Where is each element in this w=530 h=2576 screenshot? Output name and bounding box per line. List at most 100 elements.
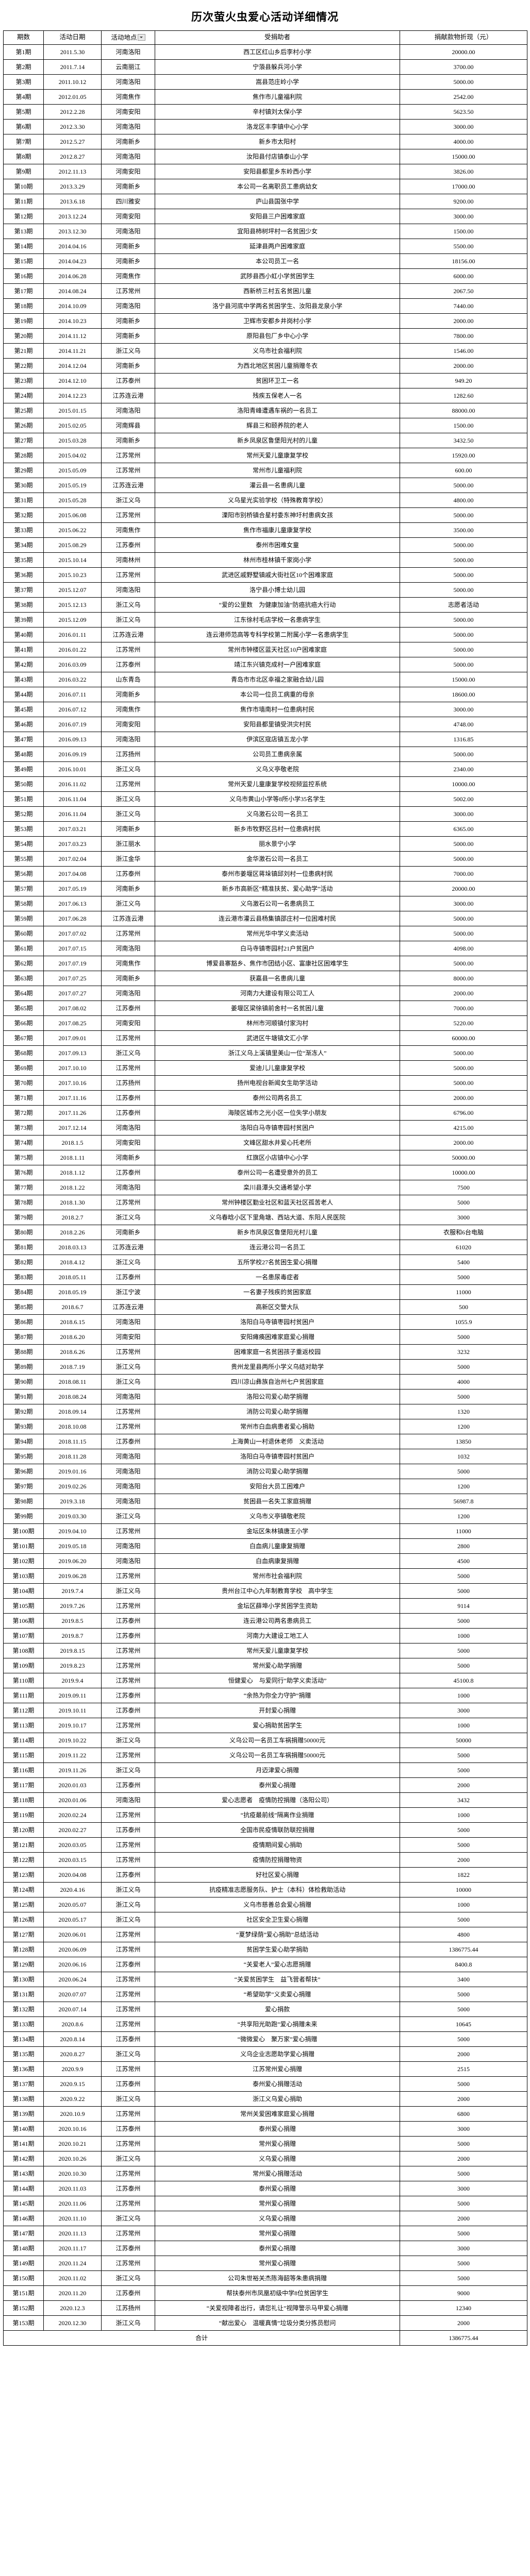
cell-amount: 5000	[400, 1987, 527, 2003]
table-row: 第46期 2016.07.19 河南安阳 安阳县都里镇受洪灾村民 4748.00	[3, 717, 527, 733]
cell-period: 第4期	[3, 89, 44, 105]
cell-date: 2016.07.12	[43, 702, 102, 718]
cell-recipient: 消防公司爱心助学捐赠	[155, 1404, 400, 1420]
cell-period: 第9期	[3, 164, 44, 180]
document-page: 历次萤火虫爱心活动详细情况 期数 活动日期 活动地点 受捐助者 捐献款物折现（元…	[3, 11, 527, 2346]
cell-amount: 3500.00	[400, 522, 527, 538]
cell-amount: 56987.8	[400, 1494, 527, 1510]
table-row: 第5期 2012.2.28 河南安阳 辛村镇刘太保小学 5623.50	[3, 104, 527, 120]
cell-place: 河南洛阳	[101, 1538, 155, 1554]
cell-recipient: 爱心志愿者 疫情防控捐赠（洛阳公司）	[155, 1792, 400, 1808]
cell-recipient: 公司朱世裕关杰陈海韶等朱患病捐赠	[155, 2270, 400, 2286]
cell-amount: 5500.00	[400, 239, 527, 255]
cell-place: 河南新乡	[101, 1150, 155, 1166]
column-header-period: 期数	[3, 30, 44, 45]
cell-recipient: 爱迪儿儿童康复学校	[155, 1060, 400, 1076]
table-row: 第57期 2017.05.19 河南新乡 新乡市高新区“精准扶贫、爱心助学”活动 200…	[3, 881, 527, 897]
cell-date: 2014.11.12	[43, 328, 102, 344]
cell-period: 第144期	[3, 2181, 44, 2197]
cell-date: 2014.12.04	[43, 358, 102, 374]
filter-dropdown-icon[interactable]	[137, 33, 145, 41]
cell-period: 第70期	[3, 1075, 44, 1091]
cell-amount: 3000	[400, 1703, 527, 1719]
cell-date: 2018.4.12	[43, 1255, 102, 1270]
cell-place: 云南丽江	[101, 59, 155, 75]
cell-date: 2017.03.23	[43, 836, 102, 852]
cell-amount: 3000	[400, 2121, 527, 2137]
cell-amount: 5000	[400, 1464, 527, 1480]
cell-recipient: 河南力大建设工地工人	[155, 1628, 400, 1644]
cell-period: 第19期	[3, 313, 44, 329]
cell-recipient: 浙江义乌爱心捐助	[155, 2091, 400, 2107]
cell-period: 第12期	[3, 209, 44, 225]
cell-period: 第42期	[3, 657, 44, 673]
cell-place: 河南洛阳	[101, 1479, 155, 1495]
cell-date: 2017.05.19	[43, 881, 102, 897]
cell-place: 江苏常州	[101, 1718, 155, 1734]
cell-amount: 1000	[400, 1718, 527, 1734]
cell-recipient: 泰州爱心捐赠	[155, 2181, 400, 2197]
cell-period: 第65期	[3, 1001, 44, 1016]
cell-period: 第123期	[3, 1867, 44, 1883]
cell-amount: 5000	[400, 1613, 527, 1629]
cell-recipient: 白马寺镇枣园村21户贫困户	[155, 941, 400, 957]
table-row: 第68期 2017.09.13 浙江义乌 浙江义乌上溪镇里美山一位“渐冻人” 5000.…	[3, 1045, 527, 1061]
cell-amount: 5000.00	[400, 507, 527, 523]
cell-recipient: 义乌市慈善总会爱心捐赠	[155, 1897, 400, 1913]
table-row: 第85期 2018.6.7 江苏连云港 高新区交警大队 500	[3, 1299, 527, 1315]
cell-place: 江苏泰州	[101, 1434, 155, 1450]
cell-recipient: 全国市民疫情联防联控捐赠	[155, 1822, 400, 1838]
cell-period: 第149期	[3, 2256, 44, 2272]
table-row: 第45期 2016.07.12 河南焦作 焦作市墙南村一位患病村民 3000.00	[3, 702, 527, 718]
cell-place: 河南新乡	[101, 239, 155, 255]
cell-place: 河南洛阳	[101, 1120, 155, 1136]
cell-amount: 5000	[400, 1329, 527, 1345]
table-row: 第88期 2018.6.26 江苏常州 困难家庭一名贫困孩子重返校园 3232	[3, 1344, 527, 1360]
cell-place: 河南洛阳	[101, 298, 155, 314]
table-row: 第3期 2011.10.12 河南洛阳 嵩县范庄岭小学 5000.00	[3, 74, 527, 90]
cell-amount: 5000.00	[400, 567, 527, 583]
cell-recipient: 义乌爱心捐赠	[155, 2211, 400, 2227]
cell-period: 第37期	[3, 582, 44, 598]
cell-recipient: 原阳县包厂乡中心小学	[155, 328, 400, 344]
cell-period: 第84期	[3, 1284, 44, 1300]
table-row: 第95期 2018.11.28 河南洛阳 洛阳白马寺镇枣园村贫困户 1032	[3, 1449, 527, 1465]
cell-amount: 5000.00	[400, 926, 527, 942]
cell-amount: 60000.00	[400, 1030, 527, 1046]
cell-place: 江苏常州	[101, 1643, 155, 1659]
cell-recipient: 溧阳市别桥镇合星村委东神圩村患病女孩	[155, 507, 400, 523]
cell-amount: 1000	[400, 1807, 527, 1823]
cell-period: 第38期	[3, 597, 44, 613]
cell-date: 2017.08.25	[43, 1015, 102, 1031]
cell-place: 河南新乡	[101, 687, 155, 703]
cell-amount: 5000	[400, 2270, 527, 2286]
cell-place: 浙江义乌	[101, 1897, 155, 1913]
cell-amount: 7000.00	[400, 866, 527, 882]
cell-place: 河南安阳	[101, 104, 155, 120]
cell-date: 2020.9.9	[43, 2061, 102, 2077]
cell-amount: 6796.00	[400, 1105, 527, 1121]
table-row: 第105期 2019.7.26 江苏常州 金坛区薛埠小学贫困学生资助 9114	[3, 1598, 527, 1614]
cell-recipient: 泰州公司两名员工	[155, 1090, 400, 1106]
cell-date: 2017.09.13	[43, 1045, 102, 1061]
cell-place: 江苏常州	[101, 1523, 155, 1539]
table-row: 第147期 2020.11.13 江苏常州 常州爱心捐赠 5000	[3, 2226, 527, 2242]
cell-place: 江苏常州	[101, 1598, 155, 1614]
cell-amount: 600.00	[400, 463, 527, 479]
cell-date: 2018.10.08	[43, 1419, 102, 1435]
cell-recipient: 常州爱心捐赠	[155, 2256, 400, 2272]
cell-recipient: 困难家庭一名贫困孩子重返校园	[155, 1344, 400, 1360]
cell-recipient: 泰州爱心捐赠	[155, 2241, 400, 2257]
cell-recipient: 林州市河顺镇付家沟村	[155, 1015, 400, 1031]
cell-place: 浙江义乌	[101, 597, 155, 613]
cell-recipient: 新乡凤泉区鲁堡阳光村的儿童	[155, 433, 400, 449]
table-row: 第110期 2019.9.4 江苏常州 恒健爱心 与爱同行“助学义卖活动” 45100.…	[3, 1673, 527, 1689]
table-row: 第16期 2014.06.28 河南焦作 武陟县西小虹小学贫困学生 6000.00	[3, 268, 527, 284]
cell-place: 江苏常州	[101, 1195, 155, 1211]
cell-recipient: 义乌星光实验学校（特殊教育学校）	[155, 493, 400, 509]
cell-date: 2012.3.30	[43, 119, 102, 135]
table-header-row: 期数 活动日期 活动地点 受捐助者 捐献款物折现（元）	[3, 30, 527, 45]
cell-period: 第103期	[3, 1568, 44, 1584]
cell-date: 2015.10.23	[43, 567, 102, 583]
cell-date: 2019.7.26	[43, 1598, 102, 1614]
